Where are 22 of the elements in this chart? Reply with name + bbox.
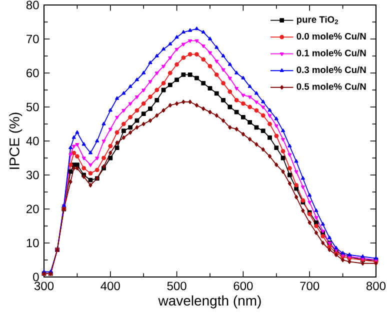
- y-tick-label: 80: [26, 0, 39, 10]
- y-tick-label: 30: [26, 170, 39, 180]
- x-tick-label: 600: [234, 282, 253, 290]
- legend-label: 0.0 mole% Cu/N: [296, 32, 366, 40]
- y-tick-label: 50: [26, 102, 39, 112]
- y-tick-label: 10: [26, 238, 39, 248]
- x-tick-label: 800: [366, 282, 386, 290]
- legend-label: 0.3 mole% Cu/N: [296, 66, 366, 74]
- y-tick-label: 40: [26, 136, 39, 146]
- y-tick-label: 70: [26, 34, 39, 44]
- y-axis-title: IPCE (%): [9, 112, 22, 169]
- x-tick-label: 500: [167, 282, 186, 290]
- x-tick-label: 400: [100, 282, 120, 290]
- x-axis-title: wavelength (nm): [158, 295, 261, 308]
- legend-label: 0.5 mole% Cu/N: [296, 82, 366, 90]
- legend-label: 0.1 mole% Cu/N: [296, 49, 366, 56]
- y-tick-label: 60: [26, 68, 39, 78]
- y-tick-label: 20: [26, 204, 39, 214]
- x-tick-label: 700: [300, 282, 320, 290]
- y-tick-label: 0: [33, 272, 39, 282]
- x-tick-label: 300: [34, 282, 54, 290]
- legend-label: pure TiO$_{2}$: [296, 16, 338, 25]
